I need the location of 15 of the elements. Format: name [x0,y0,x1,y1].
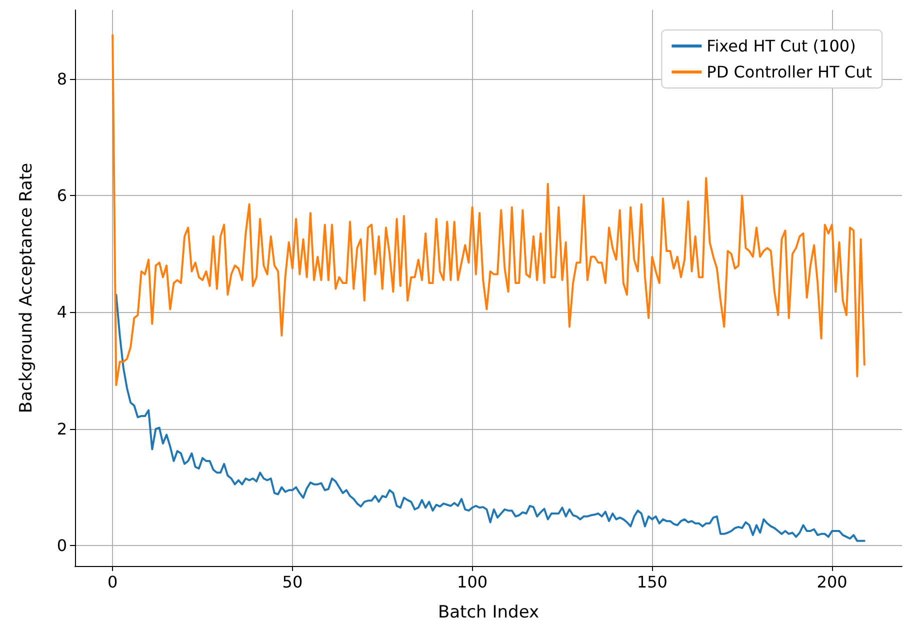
x-tick-label: 200 [816,572,848,592]
y-tick-label: 0 [56,536,67,556]
legend-label: Fixed HT Cut (100) [706,36,856,56]
x-axis-title: Batch Index [438,602,540,622]
y-tick-label: 4 [56,302,67,322]
line-series [115,294,866,542]
y-axis-title: Background Acceptance Rate [16,162,36,414]
y-tick-label: 6 [56,186,67,206]
x-tick-label: 50 [282,572,303,592]
y-tick-label: 8 [56,69,67,88]
y-tick-label: 2 [56,419,67,438]
legend-label: PD Controller HT Cut [706,62,872,82]
x-tick-label: 150 [636,572,668,592]
x-tick-label: 0 [107,572,118,592]
x-tick-label: 100 [457,572,488,592]
